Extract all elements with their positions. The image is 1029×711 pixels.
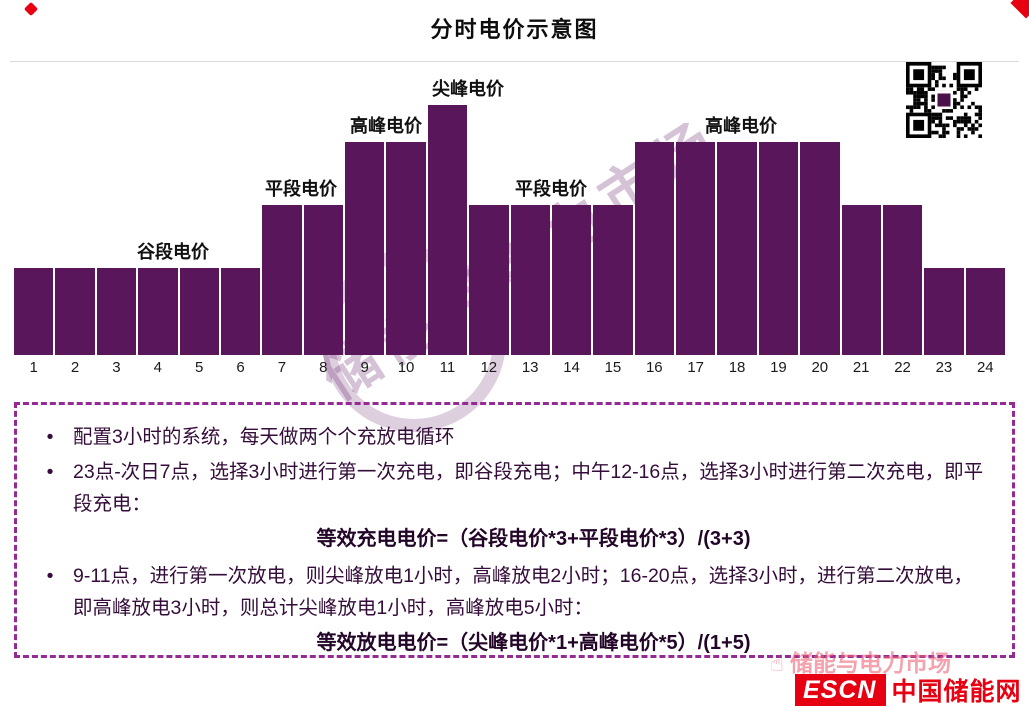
x-tick-16: 16 [645,359,663,376]
escn-logo: ESCN 中国储能网 [795,672,1021,708]
escn-logo-badge: ESCN [795,674,887,706]
bar-hour-5 [179,268,219,355]
bar-hour-1 [14,268,54,355]
note-text-1: 配置3小时的系统，每天做两个个充放电循环 [73,426,455,448]
x-tick-19: 19 [770,359,787,376]
bar-hour-2 [55,268,95,355]
page-title: 分时电价示意图 [430,17,599,42]
bar-hour-12 [469,205,509,355]
bullet-icon: • [46,565,54,587]
bar-hour-23 [924,268,964,355]
x-tick-14: 14 [563,359,580,376]
bar-hour-3 [96,268,137,355]
x-tick-18: 18 [728,359,746,376]
x-tick-5: 5 [195,359,204,376]
bar-hour-21 [841,205,881,355]
footer-watermark: ☝ 储能与电力市场 [770,644,951,678]
x-tick-24: 24 [976,359,994,376]
x-tick-6: 6 [236,359,245,376]
bullet-icon: • [46,461,54,483]
x-tick-21: 21 [852,359,870,376]
footer-watermark-text: 储能与电力市场 [790,650,952,676]
x-tick-10: 10 [397,359,415,376]
bar-hour-6 [220,268,261,355]
x-tick-15: 15 [604,359,622,376]
escn-site-name: 中国储能网 [891,678,1022,706]
bar-hour-10 [386,142,426,355]
bar-hour-20 [800,142,840,355]
bar-hour-17 [676,142,716,355]
x-tick-4: 4 [153,359,162,376]
x-tick-17: 17 [687,359,705,376]
x-tick-13: 13 [521,359,539,376]
chart-top-border [10,61,1019,62]
bullet-icon: • [46,426,54,448]
bar-hour-8 [303,205,343,355]
bar-hour-11 [427,105,468,355]
qr-code-icon [906,62,982,138]
bar-hour-13 [510,205,550,355]
x-tick-9: 9 [360,359,369,376]
x-tick-20: 20 [811,359,829,376]
x-tick-23: 23 [935,359,953,376]
discharge-price-formula: 等效放电电价=（尖峰电价*1+高峰电价*5）/(1+5) [316,632,751,654]
bar-hour-19 [758,142,799,355]
bar-hour-15 [593,205,633,355]
notes-box: • 配置3小时的系统，每天做两个个充放电循环 • 23点-次日7点，选择3小时进… [14,402,1015,658]
bar-hour-24 [965,268,1005,355]
pointing-hand-icon: ☝ [770,650,785,676]
bar-hour-18 [717,142,757,355]
x-tick-3: 3 [112,359,121,376]
x-tick-8: 8 [319,359,328,376]
x-tick-12: 12 [480,359,498,376]
bar-hour-9 [345,142,385,355]
x-tick-2: 2 [70,359,80,376]
bar-hour-14 [551,205,592,355]
note-row-3: • 9-11点，进行第一次放电，则尖峰放电1小时，高峰放电2小时；16-20点，… [41,560,986,624]
note-row-2: • 23点-次日7点，选择3小时进行第一次充电，即谷段充电；中午12-16点，选… [41,456,986,520]
bar-hour-7 [262,205,302,355]
x-tick-7: 7 [277,359,287,376]
charge-price-formula: 等效充电电价=（谷段电价*3+平段电价*3）/(3+3) [316,528,751,550]
x-tick-22: 22 [894,359,911,376]
bar-hour-4 [138,268,178,355]
bar-hour-22 [882,205,923,355]
x-axis: 1 2 3 4 5 6 7 8 9 10 11 12 13 14 15 16 17 18 19 20 21 22 23 24 [14,359,1005,376]
note-row-1: • 配置3小时的系统，每天做两个个充放电循环 [41,421,986,453]
note-text-2: 23点-次日7点，选择3小时进行第一次充电，即谷段充电；中午12-16点，选择3… [73,461,984,515]
x-tick-1: 1 [29,359,38,376]
bars [14,60,1005,355]
note-text-3: 9-11点，进行第一次放电，则尖峰放电1小时，高峰放电2小时；16-20点，选择… [73,565,973,619]
x-tick-11: 11 [439,359,456,376]
bar-hour-16 [634,142,674,355]
